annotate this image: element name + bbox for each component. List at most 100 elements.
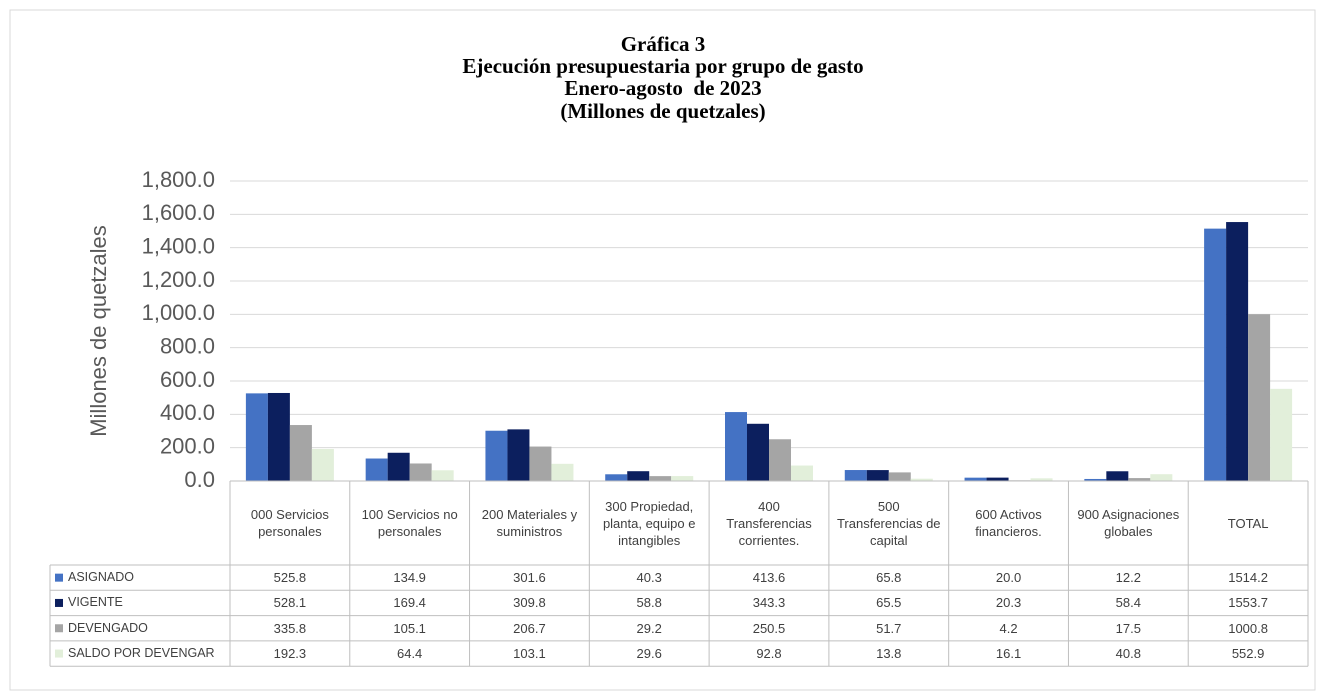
x-tick-label: 100 Servicios no personales — [361, 507, 458, 539]
bar — [1084, 478, 1107, 481]
y-tick-label: 800.0 — [160, 333, 215, 358]
bar — [1106, 471, 1129, 481]
table-value: 309.8 — [513, 595, 546, 611]
y-tick-label: 1,400.0 — [142, 233, 215, 258]
table-value: 40.3 — [636, 570, 662, 586]
legend-label: VIGENTE — [68, 595, 123, 610]
table-value: 134.9 — [393, 570, 426, 586]
table-value: 12.2 — [1115, 570, 1141, 586]
y-tick-label: 0.0 — [184, 467, 215, 492]
table-value: 58.8 — [636, 595, 662, 611]
legend-label: SALDO POR DEVENGAR — [68, 646, 215, 661]
chart-subtitle: Ejecución presupuestaria por grupo de ga… — [462, 54, 863, 78]
x-tick-label: TOTAL — [1227, 515, 1269, 531]
y-tick-label: 1,200.0 — [142, 267, 215, 292]
table-value: 1000.8 — [1228, 620, 1268, 636]
table-value: 64.4 — [396, 646, 423, 662]
bar — [529, 446, 552, 481]
table-value: 58.4 — [1115, 595, 1141, 611]
bar — [485, 430, 508, 481]
bar — [1270, 388, 1293, 481]
bar — [267, 392, 290, 481]
table-value: 20.3 — [995, 595, 1022, 611]
table-value: 105.1 — [393, 620, 426, 636]
table-value: 13.8 — [876, 646, 902, 662]
legend-swatch — [55, 598, 63, 607]
bar — [1204, 228, 1227, 481]
x-tick-label: 400 Transferencias corrientes. — [726, 498, 812, 548]
x-tick-label: 500 Transferencias de capital — [836, 498, 941, 548]
bar — [627, 471, 650, 481]
chart-title: Gráfica 3 — [621, 32, 706, 56]
table-value: 525.8 — [273, 570, 307, 586]
bar — [747, 423, 769, 481]
table-value: 335.8 — [273, 620, 307, 636]
table-value: 552.9 — [1231, 646, 1265, 662]
bar — [507, 429, 530, 481]
y-tick-label: 1,000.0 — [142, 300, 215, 325]
legend-swatch — [55, 624, 63, 633]
bar — [551, 463, 574, 481]
bar — [605, 474, 628, 481]
bar — [245, 393, 268, 481]
bar — [910, 478, 933, 481]
table-value: 29.2 — [636, 620, 662, 636]
y-tick-label: 400.0 — [160, 400, 215, 425]
legend-label: ASIGNADO — [68, 570, 134, 585]
bar — [289, 425, 312, 481]
table-value: 4.2 — [999, 620, 1018, 636]
y-tick-label: 200.0 — [160, 433, 215, 458]
bar — [844, 470, 867, 481]
bar — [725, 412, 747, 481]
chart-border — [9, 9, 1316, 691]
table-value: 51.7 — [876, 620, 902, 636]
table-value: 17.5 — [1115, 620, 1141, 636]
x-tick-label: 200 Materiales y suministros — [481, 507, 578, 539]
bar — [791, 465, 813, 481]
y-tick-label: 600.0 — [160, 367, 215, 392]
table-value: 413.6 — [752, 570, 786, 586]
table-value: 1514.2 — [1228, 570, 1268, 586]
bar — [1150, 474, 1173, 481]
bar — [365, 458, 388, 481]
bar — [311, 448, 334, 481]
bar — [387, 452, 410, 481]
table-value: 301.6 — [513, 570, 546, 586]
chart-subtitle: (Millones de quetzales) — [560, 99, 765, 123]
bar — [1226, 222, 1249, 482]
table-value: 65.8 — [876, 570, 902, 586]
table-value: 103.1 — [513, 646, 546, 662]
table-value: 65.5 — [876, 595, 902, 611]
table-value: 206.7 — [513, 620, 546, 636]
table-value: 29.6 — [636, 646, 662, 662]
chart-subtitle: Enero-agosto de 2023 — [564, 76, 761, 100]
legend-swatch — [55, 573, 63, 582]
bar — [409, 463, 432, 481]
legend-swatch — [55, 649, 63, 658]
table-value: 1553.7 — [1228, 595, 1268, 611]
bar — [1128, 478, 1151, 481]
y-axis-label: Millones de quetzales — [86, 225, 111, 437]
bar — [671, 476, 694, 481]
table-value: 92.8 — [756, 646, 782, 662]
table-value: 20.0 — [995, 570, 1022, 586]
bar — [1030, 478, 1053, 481]
table-value: 40.8 — [1115, 646, 1141, 662]
table-value: 16.1 — [995, 646, 1022, 662]
legend-label: DEVENGADO — [68, 620, 148, 635]
y-tick-label: 1,600.0 — [142, 200, 215, 225]
bar — [986, 477, 1009, 481]
x-tick-label: 900 Asignaciones globales — [1077, 507, 1180, 539]
bar — [866, 470, 889, 481]
x-tick-label: 600 Activos financieros. — [975, 507, 1042, 539]
table-value: 528.1 — [273, 595, 307, 611]
table-value: 192.3 — [273, 646, 307, 662]
y-tick-label: 1,800.0 — [142, 167, 215, 192]
bar — [964, 477, 987, 481]
x-tick-label: 000 Servicios personales — [250, 507, 329, 539]
bar — [1248, 314, 1271, 481]
table-value: 169.4 — [393, 595, 426, 611]
x-tick-label: 300 Propiedad, planta, equipo e intangib… — [602, 498, 696, 548]
